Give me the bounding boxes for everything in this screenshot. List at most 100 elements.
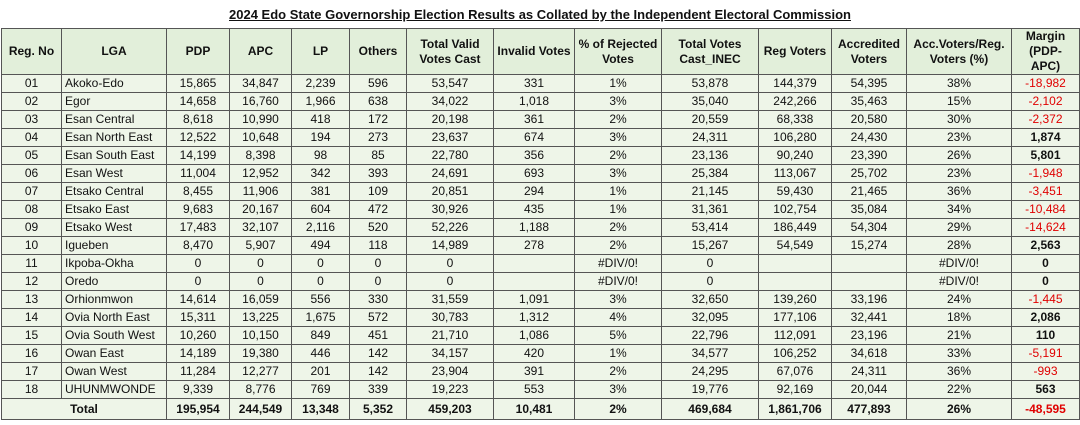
total-cell: 477,893 (831, 398, 907, 420)
lga-cell: Esan North East (61, 128, 167, 147)
table-cell: 38% (906, 74, 1012, 93)
total-cell: 10,481 (493, 398, 575, 420)
table-row: 10 Igueben 8,470 5,907 494 118 14,989 278 2% 15,2… (1, 236, 1080, 255)
table-cell: 67,076 (758, 362, 832, 381)
table-cell: 03 (1, 110, 62, 129)
table-cell: 102,754 (758, 200, 832, 219)
table-cell: 361 (493, 110, 575, 129)
table-cell: 14,614 (166, 290, 230, 309)
table-cell: 21% (906, 326, 1012, 345)
table-cell: 1,018 (493, 92, 575, 111)
table-cell: 769 (291, 380, 350, 399)
table-cell: 194 (291, 128, 350, 147)
table-row: 06 Esan West 11,004 12,952 342 393 24,691 693 3%… (1, 164, 1080, 183)
table-cell: 23,136 (661, 146, 759, 165)
table-row: 18 UHUNMWONDE 9,339 8,776 769 339 19,223 553 3% 1… (1, 380, 1080, 399)
total-cell: 1,861,706 (758, 398, 832, 420)
results-table: Reg. No LGA PDP APC LP Others Total Valid Vote… (1, 28, 1080, 420)
table-cell: 20,198 (406, 110, 494, 129)
table-cell: 0 (166, 272, 230, 291)
table-cell: 52,226 (406, 218, 494, 237)
lga-cell: Owan West (61, 362, 167, 381)
table-cell: 8,398 (229, 146, 292, 165)
table-cell: 556 (291, 290, 350, 309)
table-cell: 53,547 (406, 74, 494, 93)
table-cell: 330 (349, 290, 407, 309)
table-cell: 14,989 (406, 236, 494, 255)
lga-cell: Ikpoba-Okha (61, 254, 167, 273)
table-cell: 177,106 (758, 308, 832, 327)
table-row: 14 Ovia North East 15,311 13,225 1,675 572 30,… (1, 308, 1080, 327)
lga-cell: Etsako East (61, 200, 167, 219)
table-cell: 674 (493, 128, 575, 147)
column-header: Acc.Voters/Reg. Voters (%) (906, 28, 1012, 75)
table-cell: 1% (574, 200, 662, 219)
table-cell: -993 (1011, 362, 1080, 381)
table-cell: 1,086 (493, 326, 575, 345)
table-cell: 0 (349, 254, 407, 273)
table-cell: 242,266 (758, 92, 832, 111)
table-row: 05 Esan South East 14,199 8,398 98 85 22,780 35… (1, 146, 1080, 165)
table-cell: 2,116 (291, 218, 350, 237)
table-cell: 26% (906, 146, 1012, 165)
table-cell: 33,196 (831, 290, 907, 309)
table-cell: 0 (1011, 254, 1080, 273)
table-cell: 435 (493, 200, 575, 219)
table-cell: 118 (349, 236, 407, 255)
table-cell: 1% (574, 74, 662, 93)
table-cell: 34,577 (661, 344, 759, 363)
lga-cell: Egor (61, 92, 167, 111)
table-cell: 8,776 (229, 380, 292, 399)
table-cell: 15,267 (661, 236, 759, 255)
table-cell: 5,801 (1011, 146, 1080, 165)
table-cell: -5,191 (1011, 344, 1080, 363)
table-cell: 90,240 (758, 146, 832, 165)
table-cell: 25,384 (661, 164, 759, 183)
table-cell: 11 (1, 254, 62, 273)
table-cell: 2% (574, 146, 662, 165)
table-cell: 10,260 (166, 326, 230, 345)
table-cell: 0 (661, 272, 759, 291)
table-cell: 0 (291, 272, 350, 291)
table-cell: 2% (574, 362, 662, 381)
table-cell: 10,990 (229, 110, 292, 129)
table-cell: 34,022 (406, 92, 494, 111)
table-cell: -2,372 (1011, 110, 1080, 129)
table-cell: 34,847 (229, 74, 292, 93)
table-cell: 5% (574, 326, 662, 345)
table-cell: 23% (906, 128, 1012, 147)
table-cell: 596 (349, 74, 407, 93)
table-cell: 98 (291, 146, 350, 165)
table-cell: 342 (291, 164, 350, 183)
table-cell: 24,311 (831, 362, 907, 381)
table-cell: 09 (1, 218, 62, 237)
table-cell: 693 (493, 164, 575, 183)
table-cell: 0 (349, 272, 407, 291)
column-header: LGA (61, 28, 167, 75)
table-cell: 12,952 (229, 164, 292, 183)
lga-cell: Oredo (61, 272, 167, 291)
column-header: APC (229, 28, 292, 75)
table-cell: 106,252 (758, 344, 832, 363)
table-cell: 15,865 (166, 74, 230, 93)
table-cell: 23,904 (406, 362, 494, 381)
total-row: Total 195,954 244,549 13,348 5,352 459,203 10,… (1, 398, 1080, 420)
table-cell: 53,414 (661, 218, 759, 237)
table-cell: 1,675 (291, 308, 350, 327)
table-cell: 30,926 (406, 200, 494, 219)
table-cell: 331 (493, 74, 575, 93)
table-cell: 604 (291, 200, 350, 219)
table-cell: 85 (349, 146, 407, 165)
table-cell: 9,339 (166, 380, 230, 399)
table-cell: 393 (349, 164, 407, 183)
total-cell: -48,595 (1011, 398, 1080, 420)
table-cell: 32,441 (831, 308, 907, 327)
column-header: % of Rejected Votes (574, 28, 662, 75)
table-cell: -1,445 (1011, 290, 1080, 309)
table-cell: 14,199 (166, 146, 230, 165)
table-cell: 15 (1, 326, 62, 345)
table-cell: 2% (574, 218, 662, 237)
table-cell: 04 (1, 128, 62, 147)
table-cell: 30,783 (406, 308, 494, 327)
